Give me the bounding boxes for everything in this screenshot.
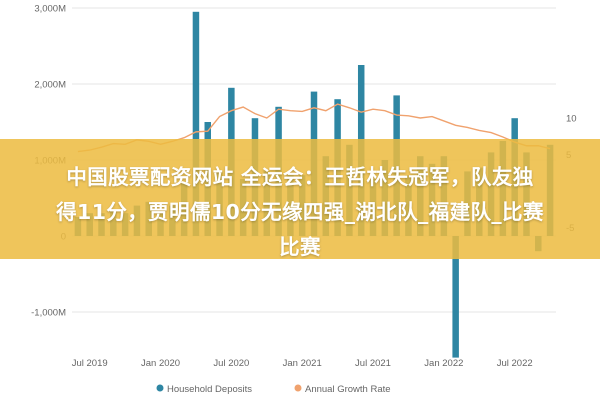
x-tick-label: Jul 2019 (72, 358, 108, 369)
left-tick-label: 3,000M (34, 4, 66, 15)
banner-line-3: 比赛 (279, 235, 321, 259)
legend-marker-annual-growth-rate (294, 384, 302, 392)
legend-label-annual-growth-rate: Annual Growth Rate (305, 384, 391, 395)
x-tick-label: Jan 2022 (424, 358, 463, 369)
bar (452, 236, 459, 358)
left-tick-label: 2,000M (34, 80, 66, 91)
x-tick-label: Jul 2020 (213, 358, 249, 369)
x-axis-ticks: Jul 2019 Jan 2020 Jul 2020 Jan 2021 Jul 2021… (72, 358, 533, 369)
x-tick-label: Jul 2021 (355, 358, 391, 369)
x-tick-label: Jan 2021 (283, 358, 322, 369)
legend: Household Deposits Annual Growth Rate (156, 384, 391, 395)
banner-headline: 中国股票配资网站 全运会：王哲林失冠军，队友独 得11分，贾明儒10分无缘四强_… (0, 160, 600, 265)
overlay-banner (0, 139, 600, 259)
legend-label-household-deposits: Household Deposits (167, 384, 252, 395)
legend-marker-household-deposits (156, 384, 164, 392)
right-tick-label: 10 (566, 114, 577, 125)
banner-line-2: 得11分，贾明儒10分无缘四强_湖北队_福建队_比赛 (56, 200, 544, 224)
x-tick-label: Jan 2020 (141, 358, 180, 369)
x-tick-label: Jul 2022 (497, 358, 533, 369)
bar (192, 11, 200, 236)
banner-line-1: 中国股票配资网站 全运会：王哲林失冠军，队友独 (66, 165, 534, 189)
left-tick-label: -1,000M (31, 308, 66, 319)
